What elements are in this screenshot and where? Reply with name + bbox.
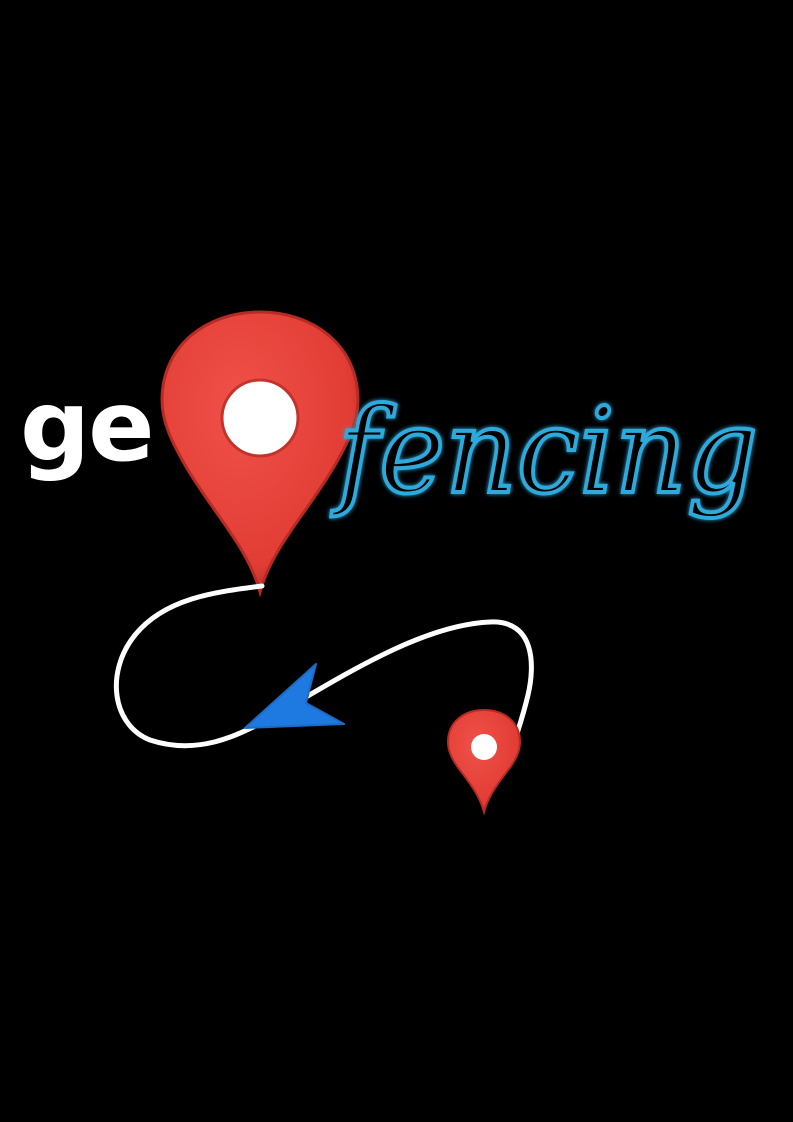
direction-arrow-icon <box>244 663 345 729</box>
logo-prefix-text: ge <box>20 370 153 484</box>
main-location-pin-icon <box>160 310 360 598</box>
logo-suffix-text: fencing <box>330 382 758 520</box>
small-pin-hole <box>471 734 497 760</box>
small-location-pin-icon <box>446 708 522 816</box>
main-pin-hole <box>220 378 300 458</box>
